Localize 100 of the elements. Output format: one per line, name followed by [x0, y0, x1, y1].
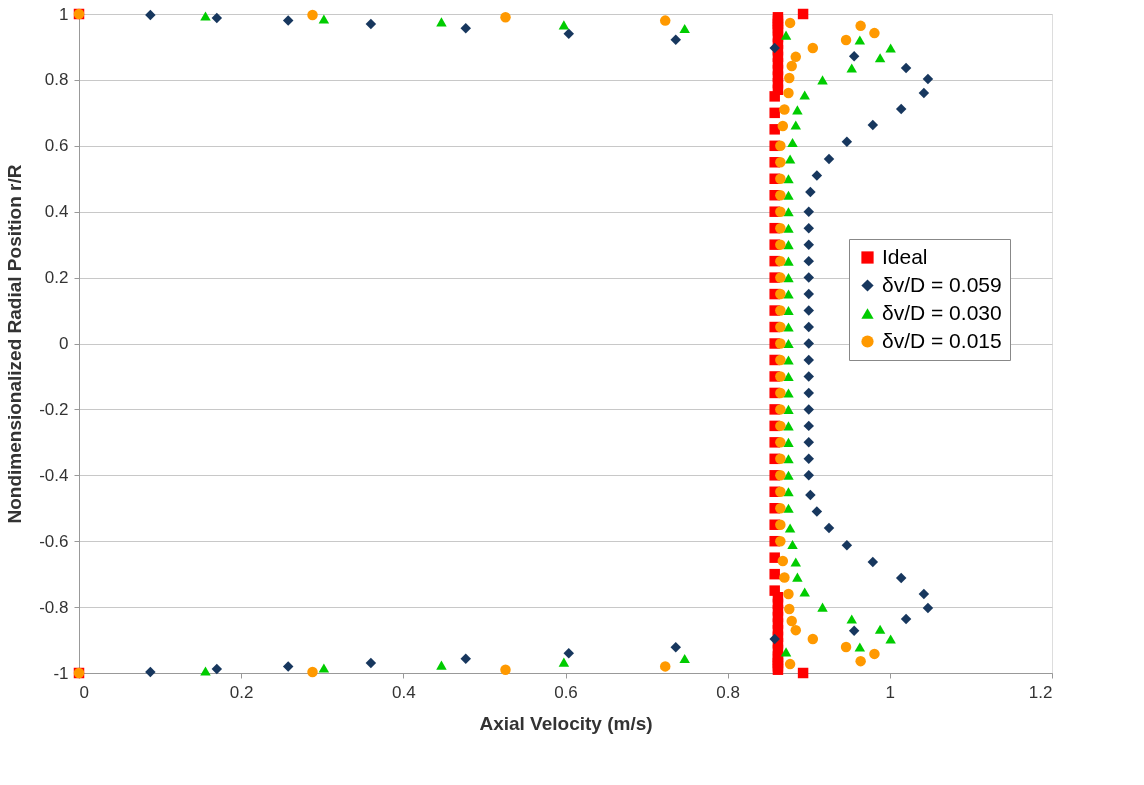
- point: [805, 186, 816, 198]
- point: [282, 15, 294, 26]
- legend-label: Ideal: [882, 244, 928, 268]
- point: [803, 420, 814, 432]
- point: [780, 647, 792, 657]
- point: [807, 42, 819, 54]
- point: [784, 603, 795, 615]
- point: [918, 588, 930, 600]
- point: [803, 272, 814, 283]
- point: [786, 60, 797, 72]
- point: [670, 34, 682, 45]
- x-tick-label: 0.2: [229, 682, 254, 702]
- point: [803, 222, 814, 234]
- point: [846, 63, 857, 73]
- y-tick-label: 0.4: [44, 202, 69, 222]
- y-tick-label: 0.8: [44, 70, 69, 90]
- point: [775, 420, 786, 432]
- point: [803, 354, 814, 366]
- point: [500, 12, 511, 23]
- point: [145, 9, 156, 21]
- point: [783, 470, 794, 480]
- y-tick-label: -0.4: [39, 465, 69, 485]
- x-tick-label: 0.4: [392, 682, 416, 702]
- point: [854, 35, 866, 45]
- point: [922, 73, 934, 85]
- x-tick-label: 0: [79, 682, 89, 702]
- point: [784, 658, 796, 670]
- point: [803, 470, 814, 481]
- point: [803, 437, 814, 448]
- point: [787, 539, 798, 550]
- point: [775, 189, 786, 201]
- point: [817, 602, 828, 612]
- point: [779, 572, 790, 583]
- point: [200, 11, 211, 21]
- point: [775, 140, 786, 152]
- point: [318, 663, 330, 673]
- point: [792, 572, 803, 582]
- point: [885, 634, 896, 644]
- point: [803, 387, 814, 399]
- point: [786, 615, 797, 627]
- point: [775, 535, 786, 547]
- point: [803, 288, 814, 300]
- point: [811, 506, 823, 517]
- point: [811, 170, 823, 181]
- x-tick-label: 0.6: [554, 682, 578, 702]
- point: [783, 87, 794, 99]
- point: [803, 239, 814, 250]
- point: [659, 661, 671, 672]
- point: [769, 633, 780, 645]
- point: [783, 306, 794, 316]
- point: [792, 105, 803, 115]
- point: [783, 454, 794, 464]
- point: [783, 190, 794, 200]
- y-tick-label: -0.2: [39, 399, 69, 419]
- point: [805, 489, 816, 501]
- point: [817, 75, 828, 85]
- point: [799, 90, 810, 100]
- point: [670, 642, 682, 653]
- point: [895, 103, 907, 115]
- y-axis-title: Nondimensionalized Radial Position r/R: [4, 164, 26, 524]
- legend-label: δv/D = 0.030: [882, 300, 1002, 324]
- point: [895, 572, 907, 584]
- point: [775, 157, 786, 168]
- point: [874, 53, 886, 63]
- point: [783, 273, 794, 283]
- point: [558, 20, 570, 30]
- point: [500, 664, 511, 675]
- point: [783, 371, 794, 381]
- point: [436, 17, 447, 27]
- point: [769, 42, 780, 54]
- point: [783, 487, 794, 497]
- point: [900, 613, 912, 625]
- point: [563, 647, 574, 659]
- point: [775, 305, 786, 316]
- y-tick-label: -0.6: [39, 531, 69, 551]
- point: [200, 666, 211, 676]
- x-axis-title: Axial Velocity (m/s): [479, 712, 653, 734]
- point: [783, 322, 794, 332]
- point: [867, 556, 879, 568]
- point: [783, 437, 794, 447]
- point: [869, 648, 880, 660]
- point: [775, 404, 786, 415]
- point: [307, 666, 318, 678]
- point: [775, 321, 786, 333]
- point: [775, 354, 786, 366]
- point: [783, 289, 794, 299]
- point: [784, 154, 796, 164]
- point: [803, 338, 814, 349]
- point: [803, 255, 814, 267]
- point: [775, 338, 786, 349]
- point: [783, 503, 794, 513]
- point: [365, 657, 377, 669]
- point: [211, 12, 223, 24]
- point: [783, 338, 794, 349]
- point: [783, 588, 794, 600]
- point: [783, 256, 794, 266]
- point: [436, 660, 447, 670]
- point: [775, 371, 786, 382]
- y-tick-label: -1: [53, 663, 69, 683]
- point: [841, 539, 853, 551]
